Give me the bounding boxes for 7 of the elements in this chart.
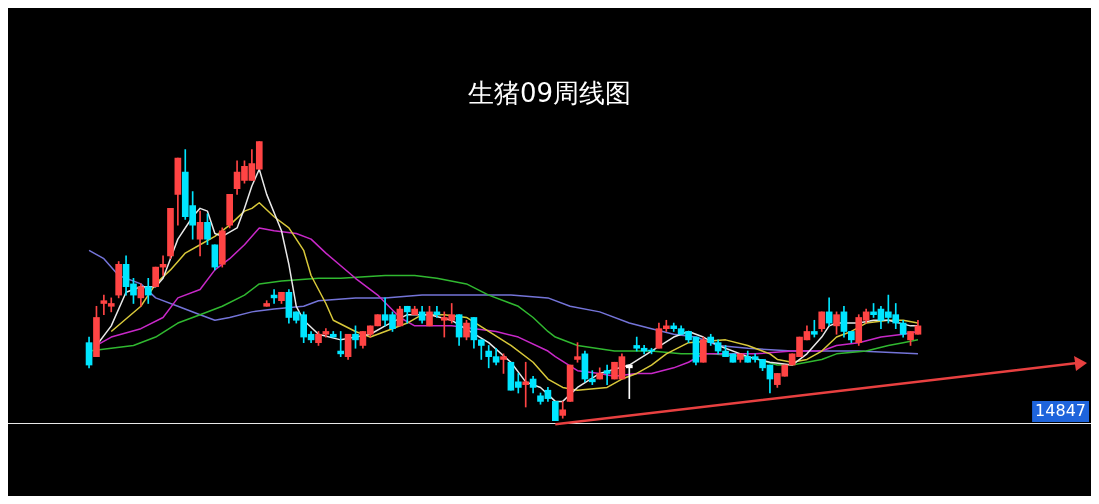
candlestick <box>603 364 611 385</box>
candlestick <box>337 331 345 357</box>
text: 14847 <box>1035 401 1087 421</box>
candlestick <box>588 370 596 385</box>
candlestick <box>625 364 633 399</box>
chart-title: 生猪09周线图 <box>467 78 632 109</box>
candlestick <box>522 361 530 408</box>
